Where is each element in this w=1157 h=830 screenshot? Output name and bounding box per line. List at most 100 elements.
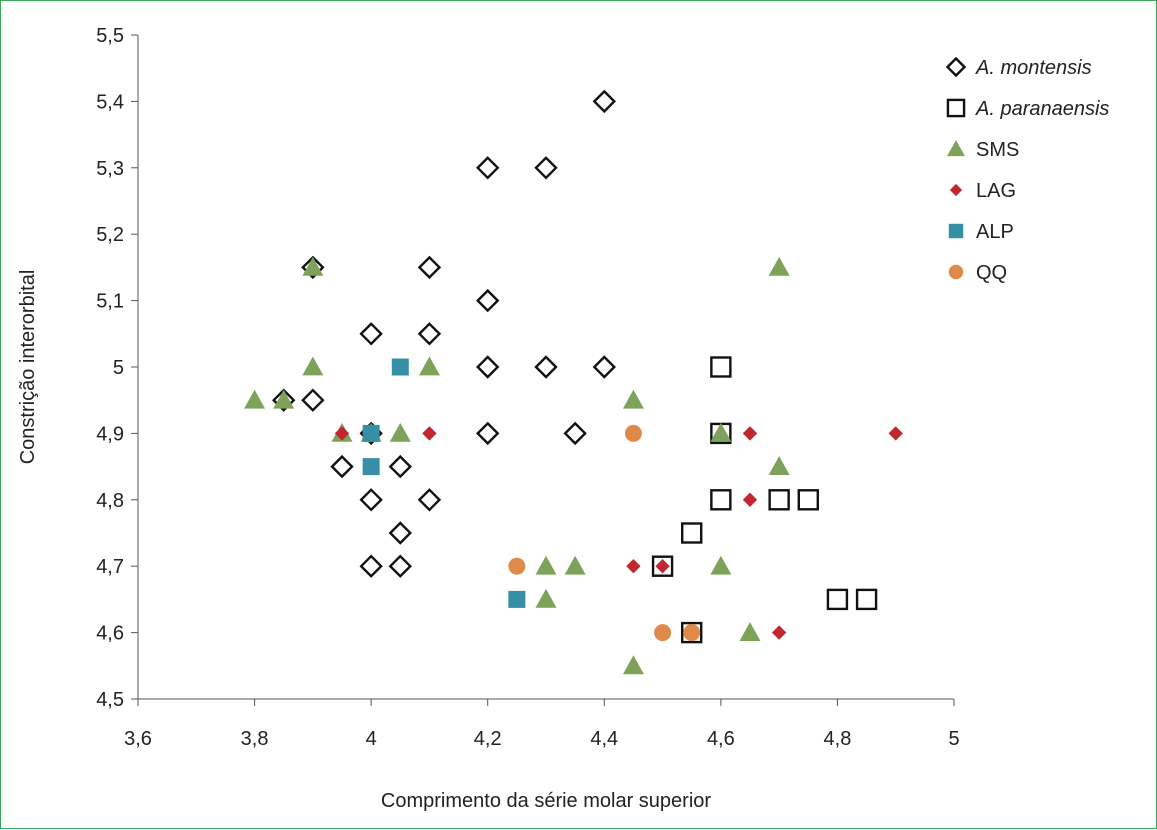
legend-label: LAG [976,180,1016,202]
data-points [244,89,903,675]
data-point [422,426,437,441]
data-point [710,489,732,511]
legend-marker [947,140,965,157]
x-axis-title: Comprimento da série molar superior [381,790,711,812]
data-point [330,454,354,479]
x-tick-label: 3,6 [124,728,152,750]
data-point [359,488,383,512]
data-point [476,288,500,313]
data-point [592,89,616,114]
data-point [334,426,350,441]
data-point [622,389,644,409]
y-tick-label: 4,8 [96,490,124,512]
data-point [244,389,266,409]
data-point [655,559,670,574]
data-point [563,421,587,446]
data-point [742,426,758,441]
data-point [508,590,526,608]
data-point [592,355,616,379]
y-tick-label: 4,5 [96,689,124,711]
legend-label: SMS [976,139,1019,161]
data-point [301,388,325,412]
x-tick-label: 4,4 [590,728,618,750]
y-tick-label: 5,1 [96,291,124,313]
data-point [683,624,701,642]
x-tick-label: 4,6 [707,728,735,750]
data-point [362,458,380,476]
data-point [302,356,324,376]
axes: 3,6 3,8 4 4,2 4,4 4,6 4,8 5 4,5 4,6 4,7 4,8 4,9 5 5,1… [96,25,959,750]
data-point [535,555,557,575]
legend-marker [946,98,966,118]
series-0 [272,89,616,578]
data-point [710,356,732,378]
series-2 [244,256,790,675]
data-point [888,426,903,441]
series-4 [362,358,526,608]
legend-marker [948,223,964,239]
data-point [768,256,790,276]
y-tick-label: 4,7 [96,556,124,578]
data-point [651,555,674,577]
data-point [301,255,325,280]
data-point [742,492,758,507]
legend-label: QQ [976,262,1007,284]
legend-marker [949,183,963,197]
data-point [388,521,412,545]
legend-label: ALP [976,221,1014,243]
x-tick-label: 3,8 [241,728,269,750]
data-point [476,421,500,446]
data-point [302,256,324,276]
data-point [476,355,500,379]
data-point [389,422,411,442]
data-point [681,522,703,544]
y-axis-title: Constrição interorbital [17,270,39,465]
data-point [710,555,732,575]
y-tick-label: 5 [113,357,124,379]
data-point [768,456,790,475]
data-point [564,555,586,575]
y-tick-label: 5,3 [96,158,124,180]
series-1 [651,356,878,644]
data-point [388,554,412,578]
y-tick-label: 5,4 [96,91,124,113]
y-tick-label: 5,2 [96,224,124,246]
data-point [418,356,440,376]
data-point [476,156,500,180]
legend-label: A. paranaensis [975,98,1109,120]
data-point [739,622,761,641]
data-point [391,358,409,376]
data-point [681,621,703,644]
x-tick-label: 4,8 [824,728,852,750]
data-point [359,322,383,346]
data-point [768,489,790,511]
data-point [534,156,558,180]
data-point [771,625,787,640]
legend-marker [945,56,967,78]
legend-marker [948,264,964,280]
legend: A. montensis A. paranaensis SMS LAG ALP QQ [945,56,1109,284]
data-point [855,588,878,611]
data-point [797,489,819,511]
data-point [417,255,442,280]
data-point [626,559,641,574]
x-tick-label: 4,2 [474,728,502,750]
data-point [362,424,380,442]
data-point [624,424,642,442]
y-tick-label: 5,5 [96,25,124,47]
data-point [417,488,442,512]
data-point [388,454,412,479]
data-point [417,322,442,346]
y-axis-ticks: 4,5 4,6 4,7 4,8 4,9 5 5,1 5,2 5,3 5,4 5,5 [96,25,138,711]
x-tick-label: 5 [948,728,959,750]
data-point [622,655,644,675]
x-tick-label: 4 [366,728,377,750]
series-5 [508,424,701,642]
data-point [359,554,383,578]
data-point [272,388,296,412]
y-tick-label: 4,9 [96,423,124,445]
y-tick-label: 4,6 [96,623,124,645]
data-point [535,588,557,608]
